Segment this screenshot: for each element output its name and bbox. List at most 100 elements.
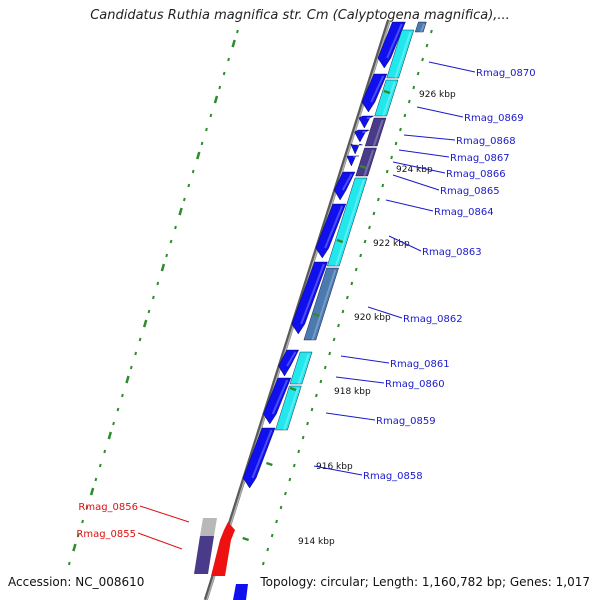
kbp-tick-label: 924 kbp (396, 165, 433, 175)
guide-dot (67, 561, 71, 566)
gene-label: Rmag_0862 (403, 314, 463, 325)
guide-dot (275, 519, 278, 524)
guide-dash (213, 95, 219, 104)
guide-dot (284, 491, 287, 496)
guide-dot (394, 141, 398, 146)
guide-dot (94, 477, 98, 482)
guide-dot (288, 477, 292, 482)
gene-label: Rmag_0860 (385, 379, 445, 390)
gene-block-shade (283, 387, 299, 431)
guide-dot (209, 113, 213, 118)
gene-block-shade (324, 205, 344, 249)
kbp-tick-label: 926 kbp (419, 90, 456, 100)
kbp-tick-marks: 926 kbp 924 kbp 922 kbp 920 kbp 918 kbp 916 k… (242, 89, 456, 547)
gene-block (377, 21, 406, 69)
label-leader (139, 505, 190, 523)
gene-label: Rmag_0855 (76, 529, 136, 540)
dotted-guide-lines (67, 29, 433, 566)
guide-dot (363, 239, 367, 244)
label-leader (428, 61, 476, 73)
guide-dot (354, 267, 358, 272)
guide-dot (403, 113, 407, 118)
guide-dot (346, 295, 349, 300)
guide-dot (187, 183, 191, 188)
label-leader (385, 199, 434, 212)
gene-label: Rmag_0859 (376, 416, 436, 427)
gene-block-shade (372, 119, 384, 147)
guide-dash (107, 431, 113, 440)
gene-block-shade (394, 31, 412, 79)
guide-dash (231, 39, 236, 48)
guide-dot (116, 407, 120, 412)
gene-label: Rmag_0869 (464, 113, 524, 124)
guide-dash (72, 543, 77, 552)
gene-label: Rmag_0861 (390, 359, 450, 370)
guide-dash (160, 263, 166, 272)
gene-block (350, 143, 363, 155)
guide-dot (301, 435, 305, 440)
guide-dot (412, 85, 416, 90)
gene-block (291, 261, 328, 335)
guide-dot (81, 519, 84, 524)
guide-dot (297, 449, 301, 454)
genome-summary-text: Topology: circular; Length: 1,160,782 bp… (260, 575, 590, 589)
guide-dot (266, 547, 270, 552)
guide-dot (372, 211, 376, 216)
gene-block (220, 522, 235, 540)
label-leader (340, 355, 390, 364)
guide-dot (85, 505, 89, 510)
guide-dot (341, 309, 345, 314)
gene-block (278, 349, 300, 377)
gene-block (194, 536, 214, 574)
guide-dot (165, 253, 169, 258)
gene-block-shade (356, 143, 361, 148)
guide-dash (178, 207, 183, 216)
guide-dot (76, 533, 80, 538)
guide-dot (306, 421, 309, 426)
gene-block (364, 117, 387, 147)
kbp-tick (289, 386, 297, 392)
gene-block-shade (297, 353, 310, 385)
guide-dot (156, 281, 160, 286)
gene-block-shade (370, 75, 385, 103)
gene-label: Rmag_0856 (78, 502, 138, 513)
guide-dot (421, 57, 424, 62)
gene-label: Rmag_0867 (450, 153, 510, 164)
gene-block (354, 129, 370, 143)
guide-dot (261, 561, 265, 566)
guide-dot (222, 71, 226, 76)
guide-dot (134, 351, 138, 356)
guide-dot (121, 393, 124, 398)
gene-block-shade (300, 263, 325, 325)
guide-dot (328, 351, 332, 356)
gene-label: Rmag_0866 (446, 169, 506, 180)
guide-dot (310, 407, 314, 412)
guide-dot (323, 365, 327, 370)
guide-dot (270, 533, 274, 538)
gene-block (263, 377, 292, 425)
gene-block (242, 427, 276, 489)
guide-dot (430, 29, 433, 34)
guide-dot (359, 253, 363, 258)
label-leader (313, 465, 363, 476)
gene-block (275, 385, 302, 431)
kbp-tick-label: 920 kbp (354, 313, 391, 323)
guide-dot (152, 295, 155, 300)
gene-block (233, 584, 248, 600)
label-leader (367, 306, 403, 319)
label-leader (416, 106, 464, 118)
guide-dot (103, 449, 107, 454)
gene-labels: Rmag_0870 Rmag_0869 Rmag_0868 Rmag_0867 Rmag… (76, 61, 536, 550)
gene-block (289, 351, 313, 385)
guide-dot (376, 197, 380, 202)
guide-dot (112, 421, 115, 426)
guide-dot (138, 337, 142, 342)
label-leader (403, 134, 456, 141)
guide-dot (218, 85, 222, 90)
guide-dot (169, 239, 173, 244)
gene-block (315, 203, 347, 259)
kbp-tick (313, 312, 320, 318)
gene-label: Rmag_0868 (456, 136, 516, 147)
gene-label: Rmag_0863 (422, 247, 482, 258)
gene-label: Rmag_0865 (440, 186, 500, 197)
